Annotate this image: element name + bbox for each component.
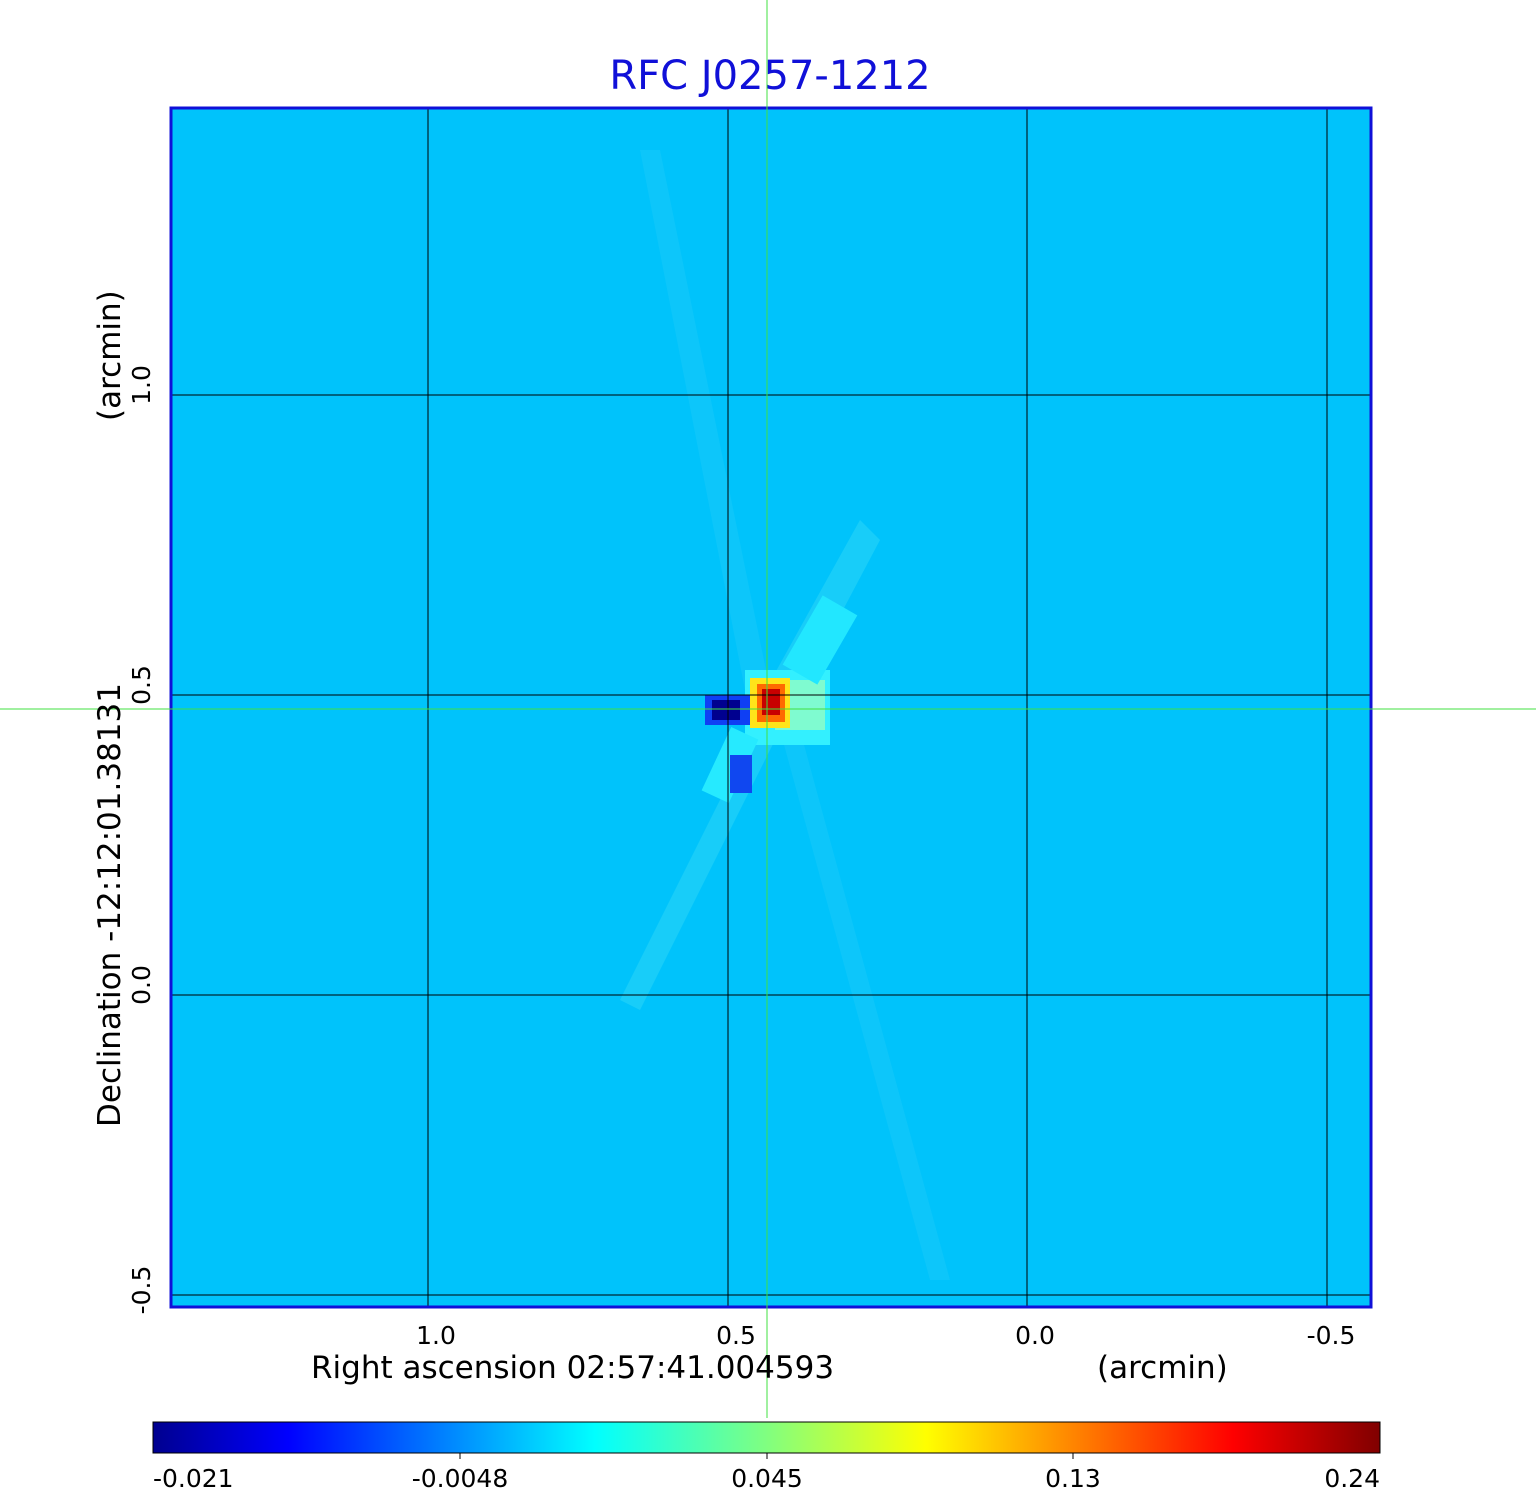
negative-patch-southwest <box>730 755 752 793</box>
y-tick-label: 0.0 <box>127 965 156 1005</box>
y-tick-label: 1.0 <box>127 365 156 405</box>
x-tick-label: 0.0 <box>1015 1321 1055 1350</box>
streak-n <box>640 150 770 690</box>
colorbar-tick-label: 0.13 <box>1045 1464 1101 1493</box>
x-tick-label: 0.5 <box>716 1321 756 1350</box>
y-axis-label: Declination -12:12:01.38131 <box>92 683 128 1127</box>
colorbar-tick-label: 0.045 <box>731 1464 803 1493</box>
x-tick-label: -0.5 <box>1307 1321 1356 1350</box>
colorbar-tick-label: -0.021 <box>153 1464 234 1493</box>
colorbar-tick-label: 0.24 <box>1324 1464 1380 1493</box>
x-axis-label: Right ascension 02:57:41.004593 <box>311 1350 834 1386</box>
positive-peak <box>762 689 780 715</box>
crosshair <box>0 0 1536 1418</box>
negative-peak <box>712 700 740 720</box>
x-axis-unit: (arcmin) <box>1097 1350 1228 1386</box>
colorbar-ticks <box>459 1453 1074 1459</box>
streak-s <box>780 730 950 1280</box>
source-structure <box>620 150 950 1280</box>
y-tick-labels: 1.0 0.5 0.0 -0.5 <box>127 365 156 1314</box>
colorbar-tick-labels: -0.021 -0.0048 0.045 0.13 0.24 <box>153 1464 1380 1493</box>
colorbar-tick-label: -0.0048 <box>412 1464 509 1493</box>
chart-title: RFC J0257-1212 <box>609 53 930 99</box>
plot-frame <box>169 106 1373 1309</box>
arm-northeast <box>782 595 858 685</box>
y-tick-label: -0.5 <box>127 1266 156 1315</box>
x-tick-labels: 1.0 0.5 0.0 -0.5 <box>416 1321 1355 1350</box>
y-axis-unit: (arcmin) <box>92 290 128 421</box>
colorbar <box>152 1421 1381 1454</box>
x-tick-label: 1.0 <box>416 1321 456 1350</box>
grid-lines <box>171 108 1371 1307</box>
y-tick-label: 0.5 <box>127 665 156 705</box>
